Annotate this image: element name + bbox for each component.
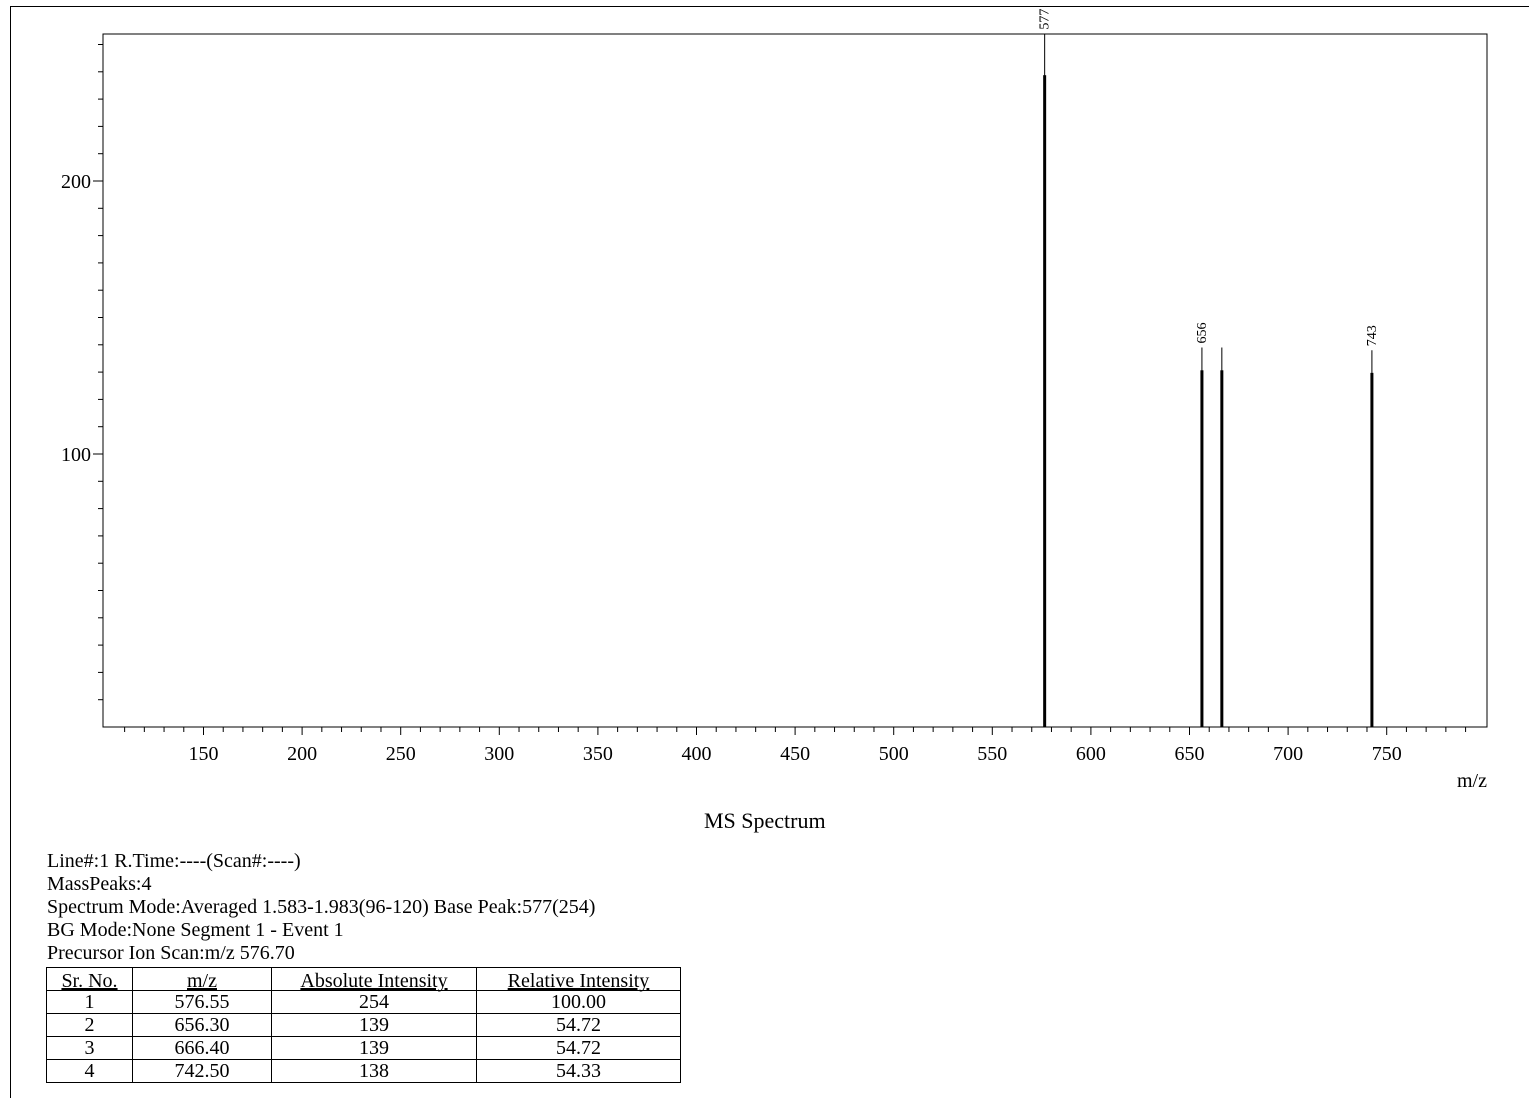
cell-sr-no: 3 — [46, 1036, 133, 1060]
table-row: 1 576.55 254 100.00 — [46, 990, 681, 1014]
cell-sr-no: 1 — [46, 990, 133, 1014]
cell-sr-no: 2 — [46, 1013, 133, 1037]
cell-sr-no: 4 — [46, 1059, 133, 1083]
y-tick-label: 200 — [61, 171, 91, 193]
x-tick-label: 700 — [1273, 743, 1303, 765]
x-tick-label: 300 — [484, 743, 514, 765]
cell-mz: 742.50 — [132, 1059, 272, 1083]
peak-label: 743 — [1365, 325, 1380, 346]
peak-bar — [1220, 370, 1224, 727]
spectrum-info: Line#:1 R.Time:----(Scan#:----) MassPeak… — [47, 850, 595, 965]
x-tick-label: 500 — [879, 743, 909, 765]
table-row: 2 656.30 139 54.72 — [46, 1013, 681, 1037]
peak-bar — [1370, 372, 1374, 727]
x-tick-label: 200 — [287, 743, 317, 765]
info-line-spectrum-mode: Spectrum Mode:Averaged 1.583-1.983(96-12… — [47, 896, 596, 918]
info-line-scan: Line#:1 R.Time:----(Scan#:----) — [47, 850, 301, 872]
info-line-precursor: Precursor Ion Scan:m/z 576.70 — [47, 942, 295, 964]
cell-absolute-intensity: 139 — [271, 1013, 477, 1037]
x-tick-label: 600 — [1076, 743, 1106, 765]
cell-absolute-intensity: 254 — [271, 990, 477, 1014]
x-tick-label: 400 — [682, 743, 712, 765]
cell-relative-intensity: 54.33 — [476, 1059, 681, 1083]
peak-table: Sr. No. m/z Absolute Intensity Relative … — [46, 967, 681, 1083]
header-mz: m/z — [132, 967, 272, 991]
x-tick-label: 250 — [386, 743, 416, 765]
plot-frame — [102, 33, 1488, 728]
info-line-masspeaks: MassPeaks:4 — [47, 873, 152, 895]
cell-mz: 576.55 — [132, 990, 272, 1014]
cell-absolute-intensity: 139 — [271, 1036, 477, 1060]
info-line-bg-mode: BG Mode:None Segment 1 - Event 1 — [47, 919, 344, 941]
page-frame — [10, 6, 1529, 1098]
x-tick-label: 450 — [780, 743, 810, 765]
cell-relative-intensity: 54.72 — [476, 1013, 681, 1037]
cell-relative-intensity: 100.00 — [476, 990, 681, 1014]
cell-relative-intensity: 54.72 — [476, 1036, 681, 1060]
x-tick-label: 750 — [1372, 743, 1402, 765]
x-tick-label: 150 — [189, 743, 219, 765]
peak-label: 577 — [1038, 9, 1053, 30]
cell-mz: 666.40 — [132, 1036, 272, 1060]
header-absolute-intensity: Absolute Intensity — [271, 967, 477, 991]
chart-title: MS Spectrum — [704, 808, 826, 833]
x-axis-label: m/z — [1457, 770, 1487, 792]
x-tick-label: 550 — [977, 743, 1007, 765]
table-row: 4 742.50 138 54.33 — [46, 1059, 681, 1083]
ms-spectrum-chart: 150 200 250 300 350 400 450 500 550 600 650 700 750 1… — [61, 9, 1488, 792]
y-tick-label: 100 — [61, 444, 91, 466]
peak-bar — [1200, 370, 1204, 727]
header-sr-no: Sr. No. — [46, 967, 133, 991]
x-tick-label: 350 — [583, 743, 613, 765]
cell-absolute-intensity: 138 — [271, 1059, 477, 1083]
x-tick-label: 650 — [1175, 743, 1205, 765]
peak-table-header: Sr. No. m/z Absolute Intensity Relative … — [46, 967, 681, 991]
header-relative-intensity: Relative Intensity — [476, 967, 681, 991]
cell-mz: 656.30 — [132, 1013, 272, 1037]
peak-label: 656 — [1195, 323, 1210, 344]
peak-bar — [1043, 75, 1047, 728]
table-row: 3 666.40 139 54.72 — [46, 1036, 681, 1060]
